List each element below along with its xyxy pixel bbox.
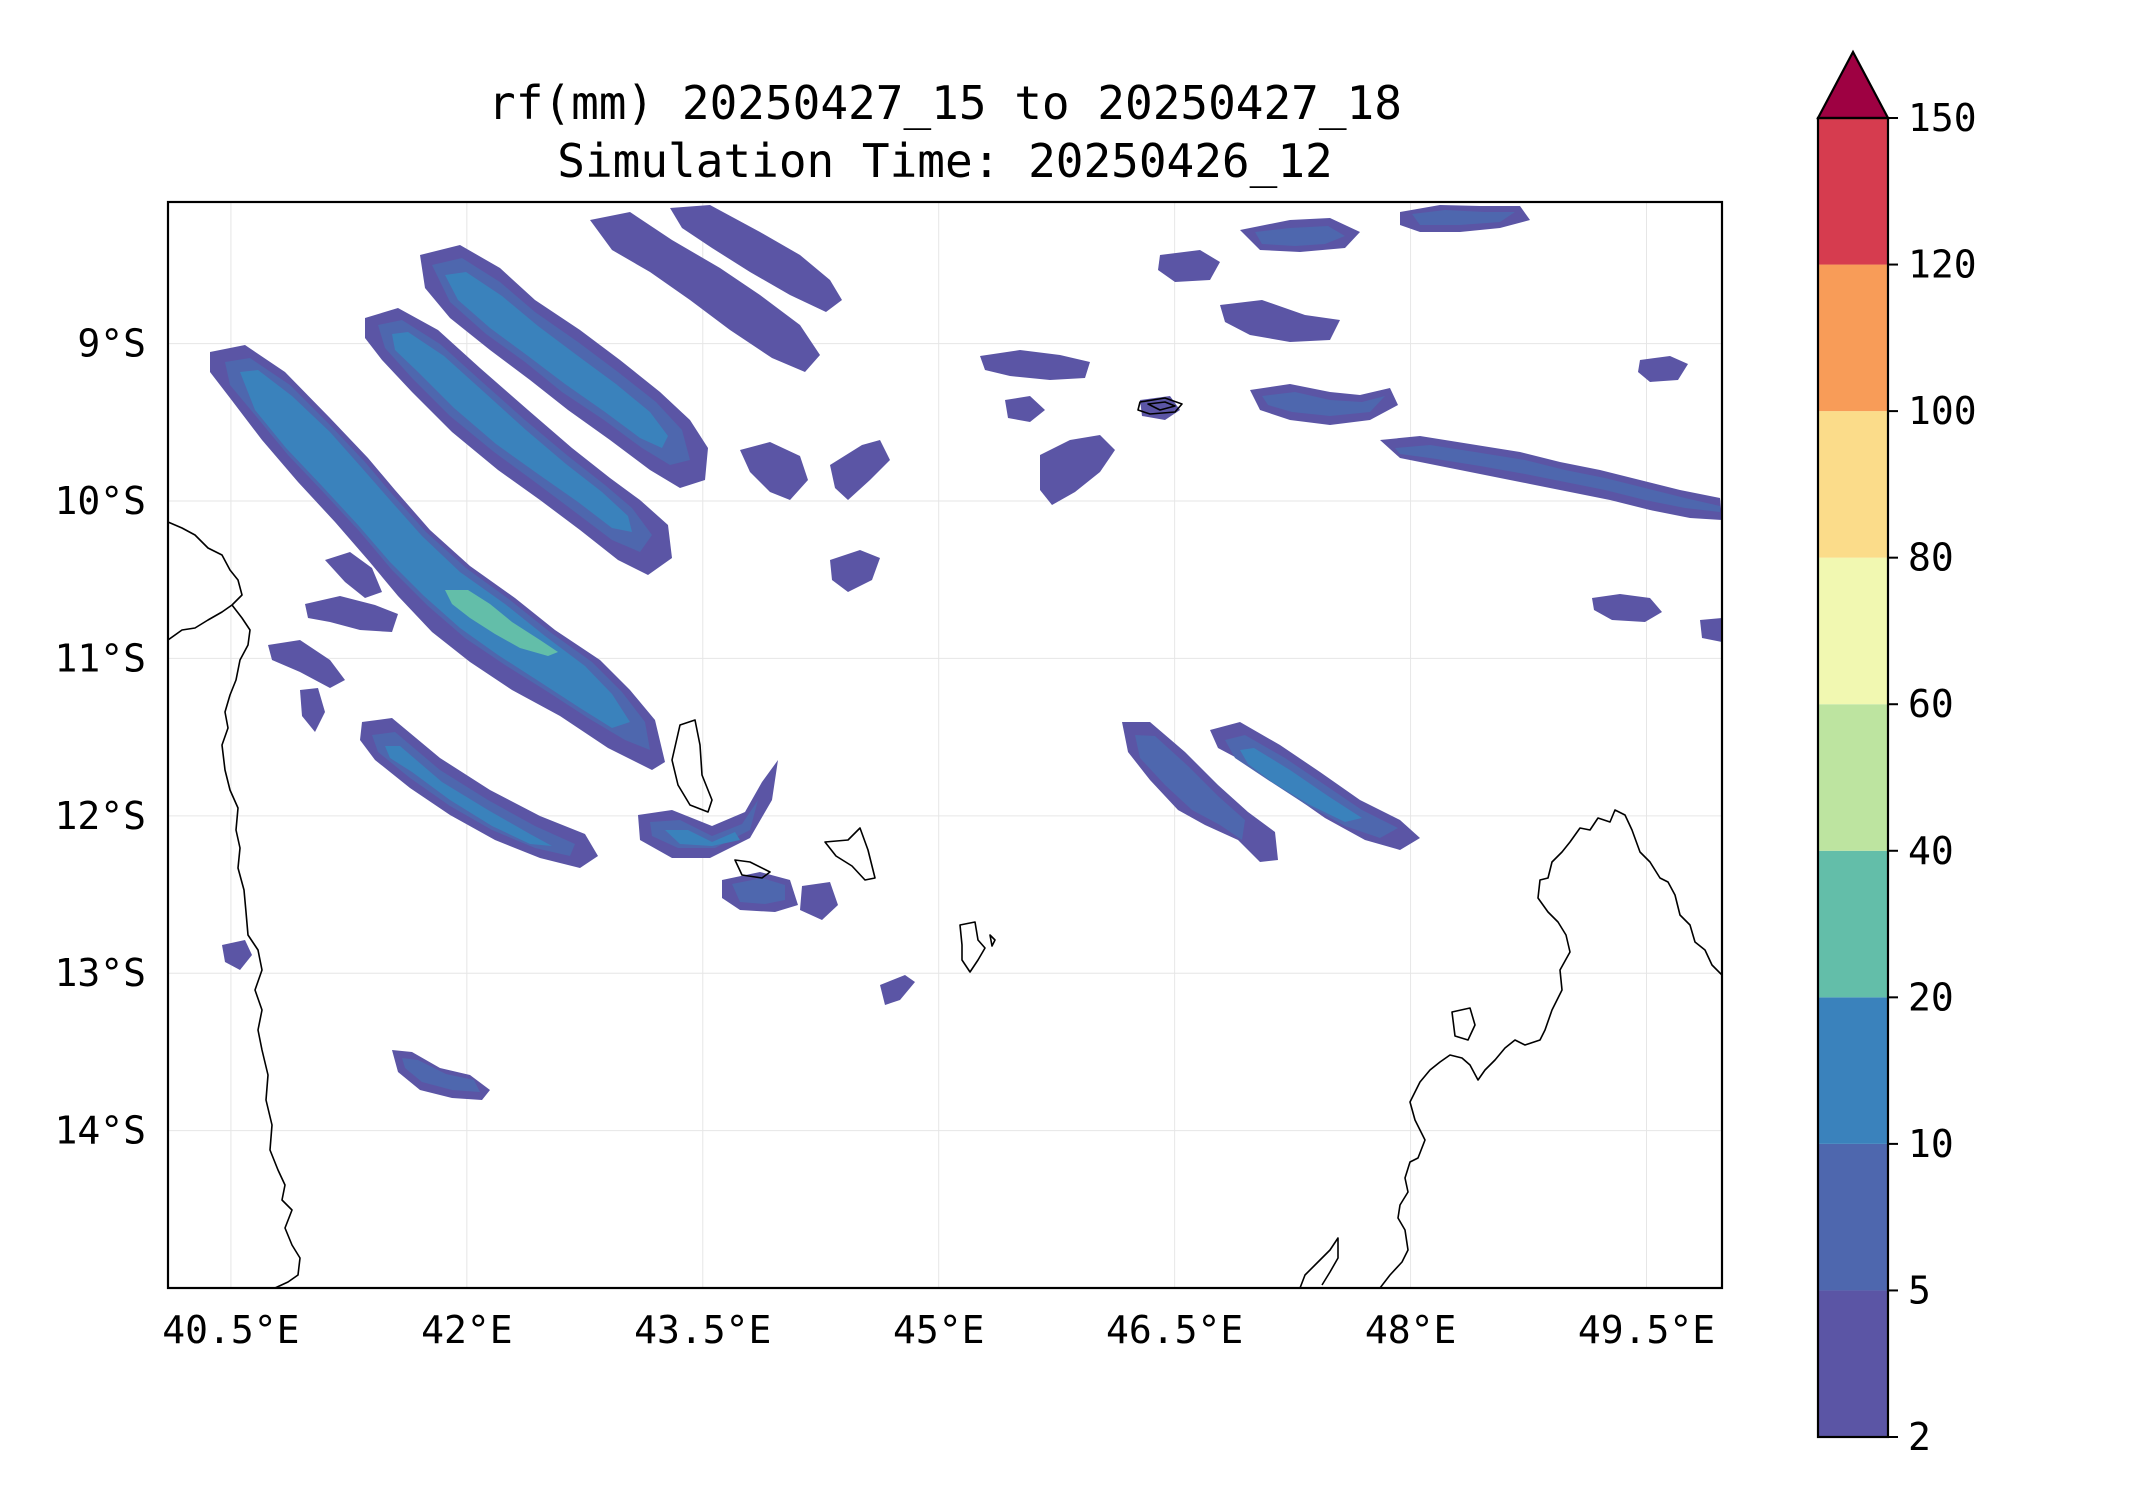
colorbar-tick-label: 60 — [1908, 682, 1954, 726]
rain-band-east-1-5 — [1395, 445, 1720, 512]
y-tick-label: 14°S — [54, 1109, 146, 1153]
rain-blob-coast-2 — [268, 640, 345, 688]
x-tick-label: 43.5°E — [634, 1308, 771, 1352]
y-tick-label: 13°S — [54, 951, 146, 995]
colorbar-tick-label: 40 — [1908, 829, 1954, 873]
colorbar-segment — [1818, 264, 1888, 412]
rain-core-south-2 — [665, 830, 740, 846]
x-tick-label: 40.5°E — [162, 1308, 299, 1352]
rain-blob-islands-2 — [800, 882, 838, 920]
rain-blob-islands-5 — [732, 878, 785, 904]
rain-blob-e-small — [1592, 594, 1662, 622]
rain-blob-coast-1 — [305, 596, 398, 632]
coastlines — [168, 397, 1722, 1288]
rain-blob-central-4 — [880, 975, 915, 1005]
madagascar-coastline — [1379, 809, 1722, 1288]
rain-band-south-1-5 — [372, 732, 575, 856]
rain-blob-west-1 — [325, 552, 382, 598]
colorbar-segment — [1818, 997, 1888, 1144]
x-tick-label: 48°E — [1365, 1308, 1457, 1352]
map-gridlines — [168, 202, 1722, 1288]
mayotte-islet — [989, 934, 996, 947]
colorbar-segment — [1818, 118, 1888, 265]
colorbar: 2 5 10 20 40 60 80 100 120 150 — [1816, 49, 1977, 1459]
rain-core-nw-2 — [392, 332, 632, 532]
colorbar-segment — [1818, 557, 1888, 705]
colorbar-tick-label: 120 — [1908, 243, 1977, 287]
x-tick-label: 49.5°E — [1578, 1308, 1715, 1352]
colorbar-segment — [1818, 1143, 1888, 1291]
rain-band-north-b — [670, 205, 842, 312]
rain-core-nw-3 — [445, 272, 668, 448]
map-frame — [166, 200, 1724, 1290]
longitude-ticks: 40.5°E 42°E 43.5°E 45°E 46.5°E 48°E 49.5°E — [162, 1308, 1715, 1352]
colorbar-segment — [1818, 411, 1888, 558]
rain-core-south-1 — [385, 746, 552, 846]
rain-blob-central-3 — [830, 550, 880, 592]
rain-blob-central-2 — [830, 440, 890, 500]
rain-band-se-2-5 — [1135, 735, 1245, 840]
figure-title: rf(mm) 20250427_15 to 20250427_18 — [488, 76, 1402, 130]
madagascar-island-w — [1451, 1007, 1476, 1041]
y-tick-label: 12°S — [54, 794, 146, 838]
colorbar-tick-label: 80 — [1908, 536, 1954, 580]
figure-subtitle: Simulation Time: 20250426_12 — [557, 134, 1333, 188]
rain-band-central-n — [1040, 435, 1115, 505]
rain-blob-tr — [1638, 356, 1688, 382]
rain-blob-coast-3 — [222, 940, 252, 970]
rain-band-ne-4 — [980, 350, 1090, 380]
rain-peak-nw — [445, 590, 558, 656]
colorbar-tick-label: 5 — [1908, 1268, 1931, 1312]
colorbar-frame — [1816, 116, 1890, 1439]
africa-coastline — [168, 521, 301, 1288]
colorbar-tick-label: 100 — [1908, 389, 1977, 433]
y-tick-label: 10°S — [54, 479, 146, 523]
rain-band-ne-1 — [1220, 300, 1340, 342]
rain-blob-central-1 — [740, 442, 808, 500]
rain-band-east-2-5 — [1262, 392, 1385, 416]
colorbar-tick-label: 150 — [1908, 96, 1977, 140]
y-tick-label: 11°S — [54, 636, 146, 680]
colorbar-tick-label: 2 — [1908, 1415, 1931, 1459]
aldabra — [1137, 397, 1183, 415]
anjouan — [824, 827, 876, 881]
colorbar-segment — [1818, 704, 1888, 851]
colorbar-tick-label: 20 — [1908, 975, 1954, 1019]
colorbar-segment — [1818, 850, 1888, 998]
latitude-ticks: 9°S 10°S 11°S 12°S 13°S 14°S — [54, 322, 146, 1153]
colorbar-tick-label: 10 — [1908, 1122, 1954, 1166]
rain-band-north-a — [590, 212, 820, 372]
rain-core-nw-long — [240, 370, 630, 728]
rain-blob-west-2 — [300, 688, 325, 732]
rain-blob-e-small-2 — [1700, 618, 1722, 642]
y-tick-label: 9°S — [77, 322, 146, 366]
rainfall-contours — [210, 205, 1722, 1100]
rain-band-ne-3 — [1158, 250, 1220, 282]
rain-blob-south-3-5 — [402, 1058, 480, 1092]
moheli — [734, 859, 771, 879]
mayotte — [959, 921, 986, 973]
rain-band-ne-2-5 — [1255, 226, 1345, 246]
madagascar-sw-inlet — [1299, 1237, 1339, 1288]
x-tick-label: 46.5°E — [1106, 1308, 1243, 1352]
rain-20-40mm-areas — [445, 590, 558, 656]
rain-band-northeast-5 — [1412, 210, 1515, 225]
x-tick-label: 42°E — [421, 1308, 513, 1352]
aldabra-inner — [1147, 401, 1176, 411]
colorbar-extend-triangle — [1816, 49, 1890, 120]
x-tick-label: 45°E — [893, 1308, 985, 1352]
colorbar-segment — [1818, 1290, 1888, 1437]
rain-core-se-1 — [1240, 748, 1362, 822]
grande-comore — [671, 719, 713, 813]
rain-blob-small-1 — [1005, 396, 1045, 422]
